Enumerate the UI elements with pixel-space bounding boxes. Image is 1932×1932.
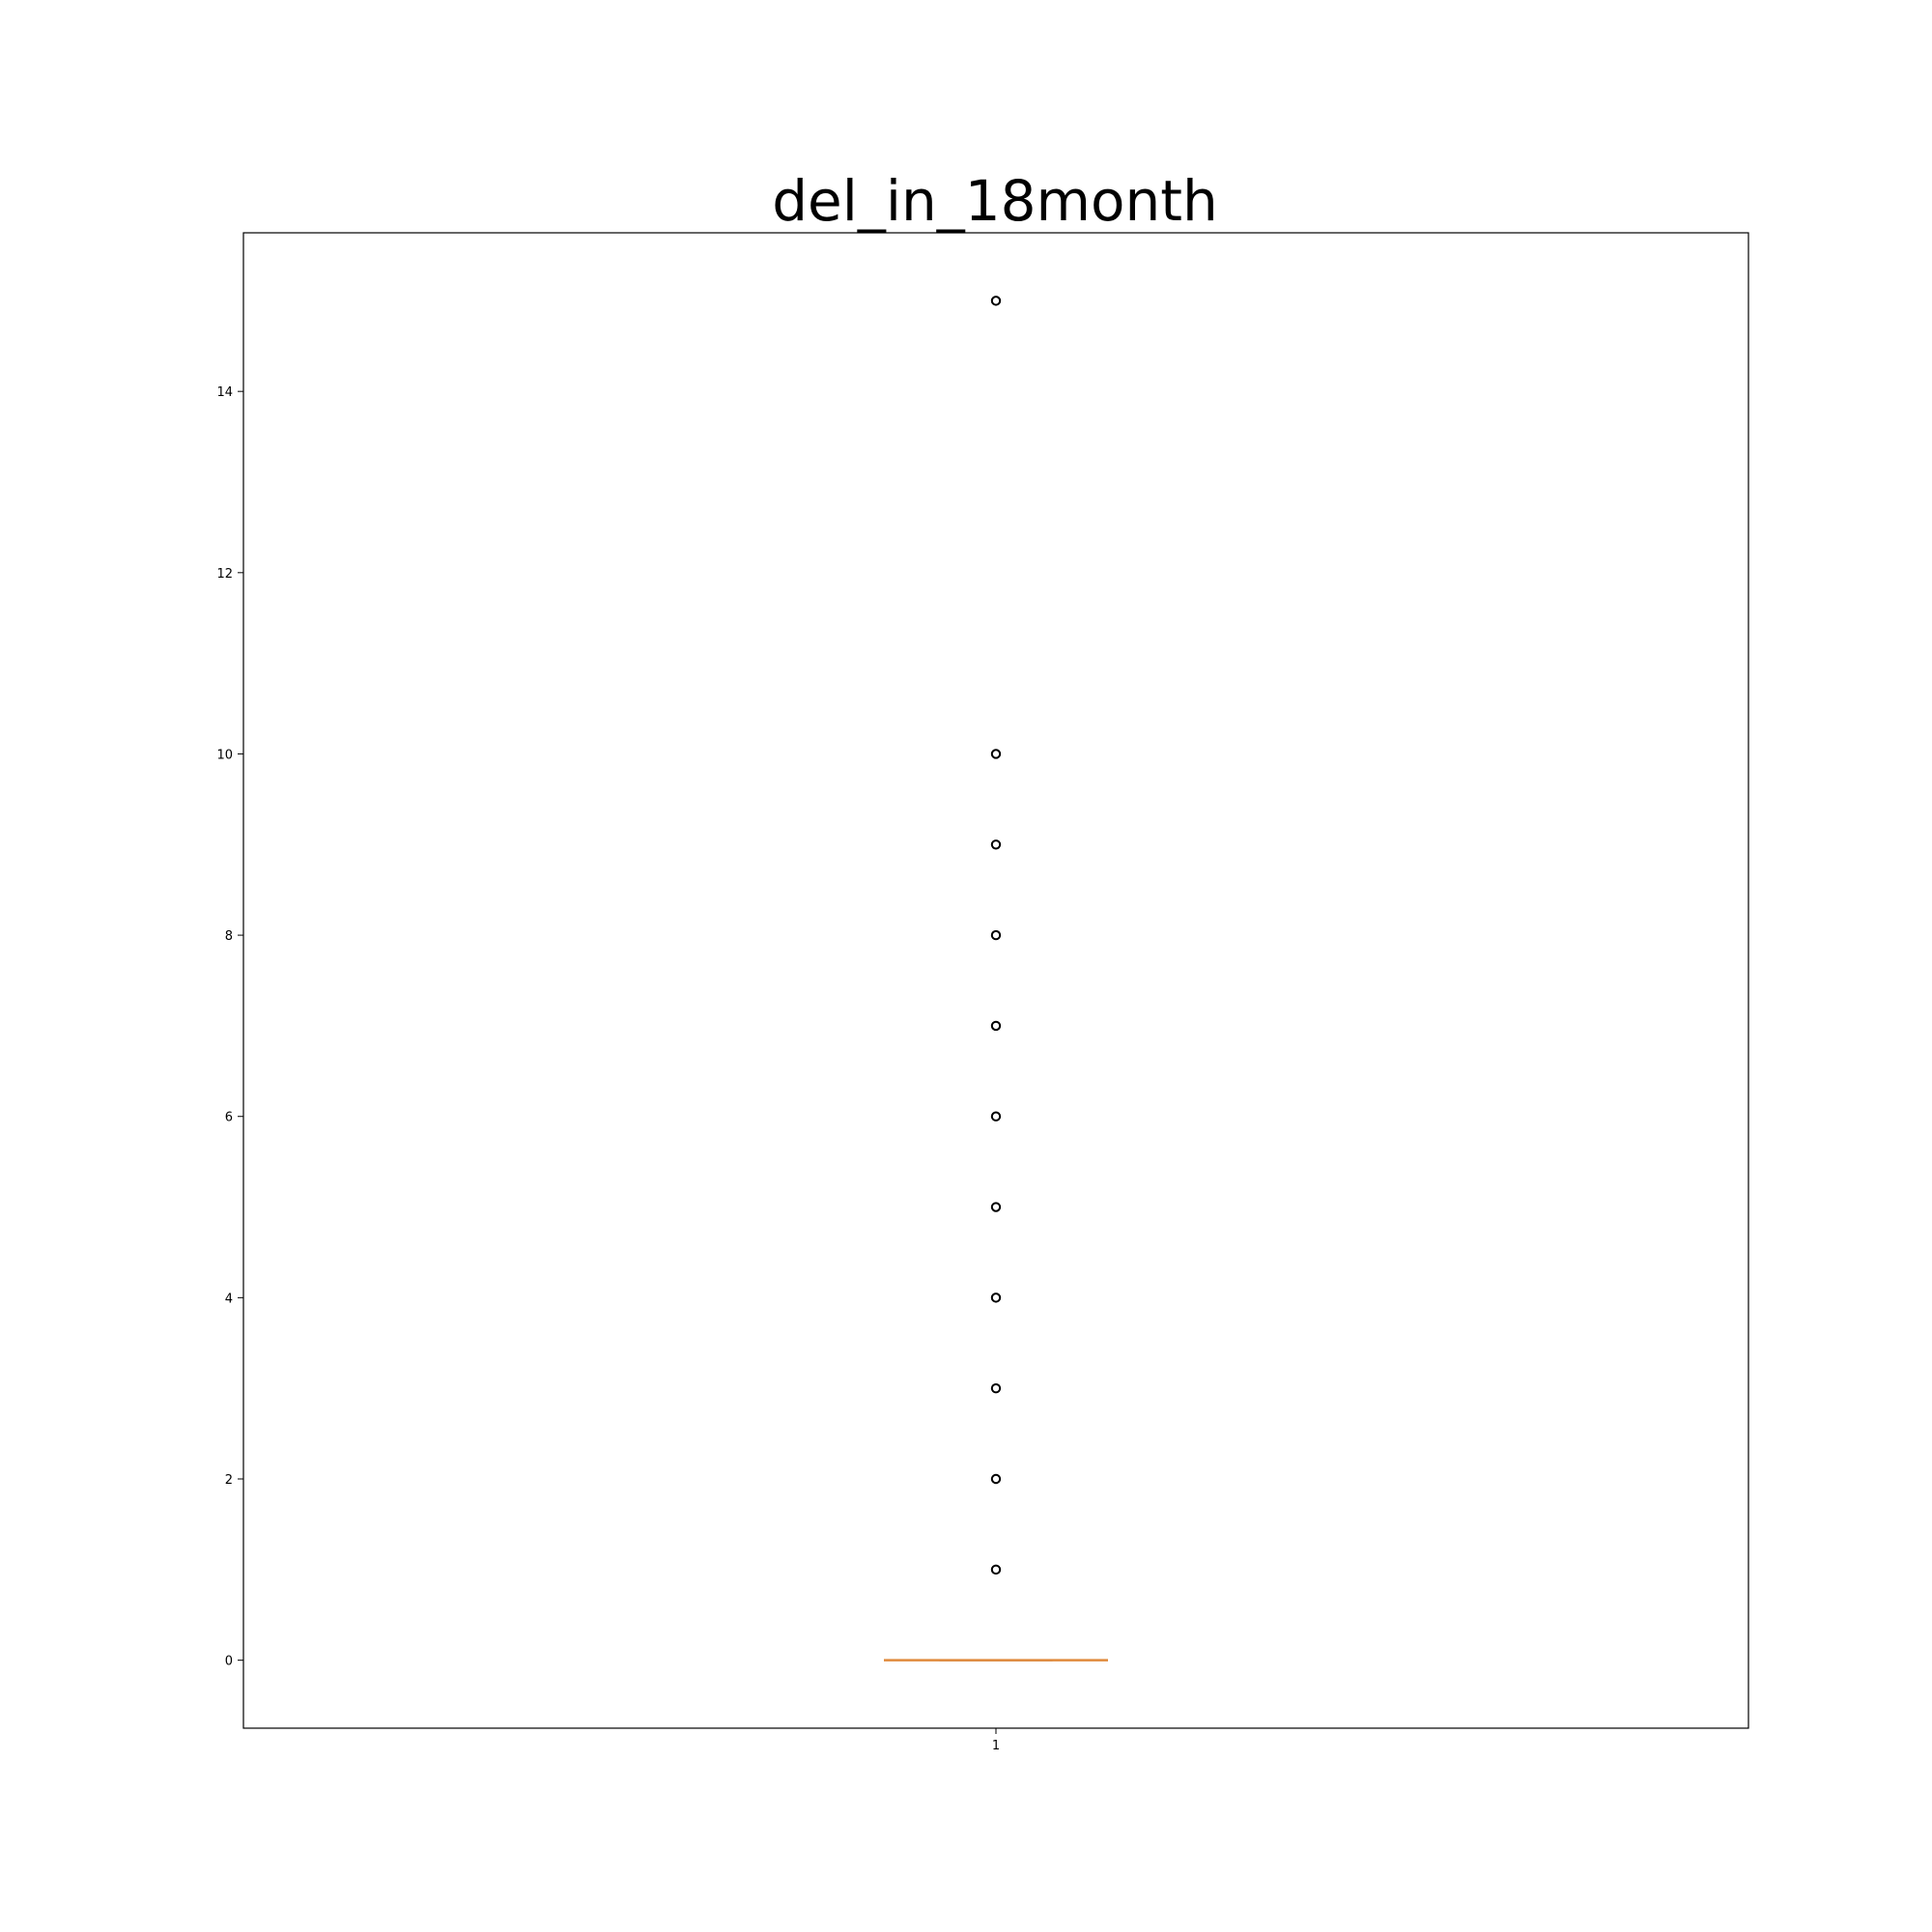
x-tick-label: 1: [992, 1739, 1000, 1753]
outlier-point: [990, 1020, 1002, 1032]
axes: 0 2 4 6 8 10 12 14 1: [216, 385, 1000, 1753]
y-tick-label: 12: [216, 567, 233, 582]
outlier-point: [990, 296, 1002, 306]
y-tick-label: 2: [225, 1473, 233, 1488]
y-tick-label: 4: [225, 1292, 233, 1306]
outlier-point: [990, 839, 1002, 850]
y-tick-label: 10: [216, 748, 233, 762]
y-tick-label: 8: [225, 929, 233, 944]
y-tick-label: 0: [225, 1655, 233, 1669]
outlier-point: [990, 1111, 1002, 1122]
outlier-point: [990, 1473, 1002, 1485]
y-tick-label: 14: [216, 385, 233, 400]
outlier-point: [990, 749, 1002, 759]
outlier-point: [990, 1382, 1002, 1394]
outlier-point: [990, 1293, 1002, 1303]
outlier-point: [990, 1202, 1002, 1212]
chart-title: del_in_18month: [772, 168, 1218, 234]
outlier-point: [990, 1564, 1002, 1576]
outlier-point: [990, 929, 1002, 941]
plot-frame: [242, 232, 1749, 1729]
y-tick-label: 6: [225, 1111, 233, 1125]
plot-area: [884, 296, 1108, 1662]
